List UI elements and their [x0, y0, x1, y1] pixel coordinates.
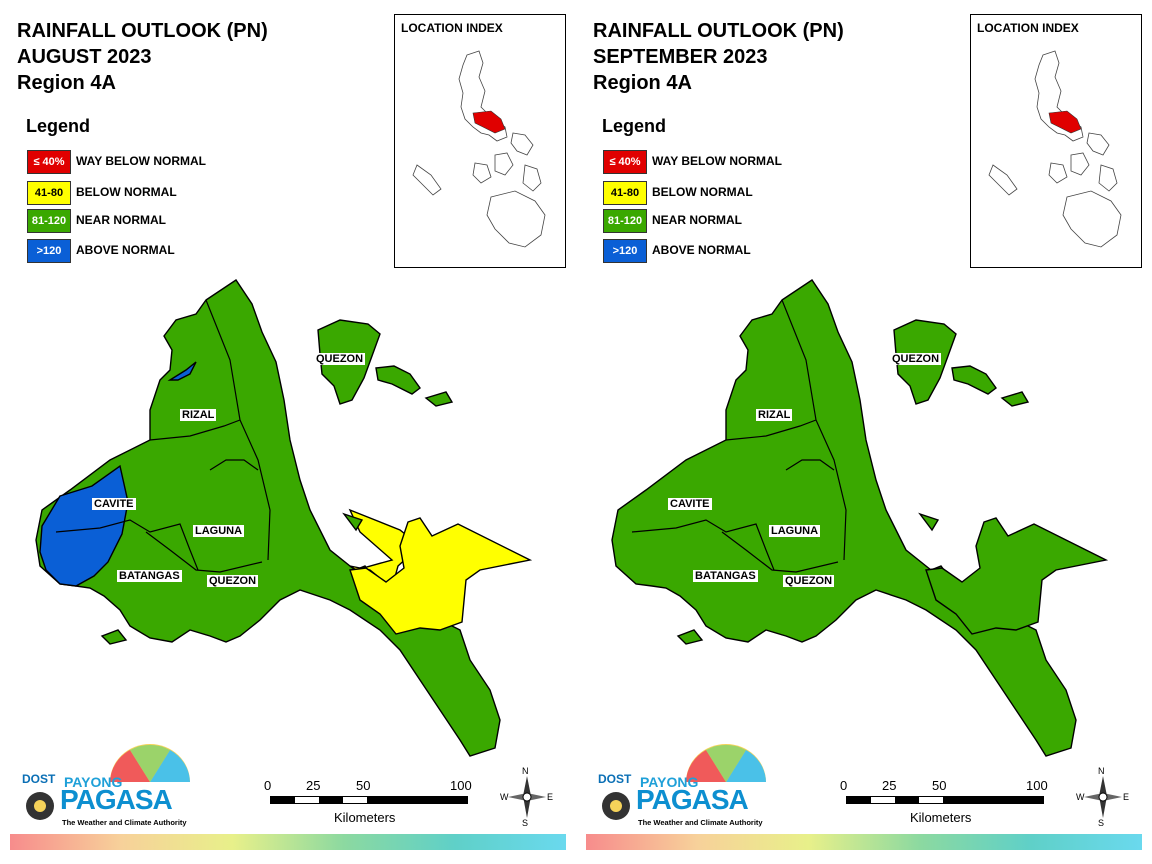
legend-swatch: 81-120 [603, 209, 647, 233]
legend-swatch: 81-120 [27, 209, 71, 233]
north-arrow-icon: N S E W [500, 766, 554, 828]
pagasa-text: PAGASA [636, 784, 749, 815]
legend-title: Legend [602, 116, 667, 136]
legend-title: Legend [26, 116, 91, 136]
legend-swatch: 41-80 [603, 181, 647, 205]
label-laguna: LAGUNA [769, 525, 821, 537]
pagasa-text: PAGASA [60, 784, 173, 815]
region-4a-highlight [472, 110, 506, 134]
legend-swatch: 41-80 [27, 181, 71, 205]
title-line-2: SEPTEMBER 2023 [593, 46, 768, 68]
scale-tick: 25 [306, 778, 321, 793]
pagasa-logo: DOST PAYONG PAGASA The Weather and Clima… [18, 742, 198, 832]
panel-august: RAINFALL OUTLOOK (PN) AUGUST 2023 Region… [10, 14, 566, 850]
label-rizal: RIZAL [756, 409, 793, 421]
umbrella-icon [26, 744, 190, 820]
legend-label: NEAR NORMAL [76, 213, 166, 227]
scale-tick: 0 [264, 778, 272, 793]
legend-label: NEAR NORMAL [652, 213, 742, 227]
legend-label: BELOW NORMAL [76, 185, 177, 199]
payong-text: PAYONG [640, 774, 699, 790]
label-laguna: LAGUNA [193, 525, 245, 537]
legend-swatch: >120 [603, 239, 647, 263]
label-batangas: BATANGAS [693, 570, 758, 582]
scale-bar-graphic [846, 796, 1044, 804]
scale-tick: 50 [932, 778, 947, 793]
rainfall-map-september [611, 279, 1109, 757]
region-near-normal [35, 279, 501, 757]
region-below-normal [349, 517, 533, 635]
legend-label: WAY BELOW NORMAL [652, 154, 783, 168]
panel-september: RAINFALL OUTLOOK (PN) SEPTEMBER 2023 Reg… [576, 0, 1152, 864]
region-near-normal [611, 279, 1077, 757]
legend-label: ABOVE NORMAL [652, 243, 751, 257]
scale-unit: Kilometers [334, 810, 396, 825]
title-line-1: RAINFALL OUTLOOK (PN) [17, 20, 268, 42]
location-index-map: LOCATION INDEX [394, 14, 566, 268]
map-title: RAINFALL OUTLOOK (PN) SEPTEMBER 2023 Reg… [593, 18, 844, 96]
label-cavite: CAVITE [92, 498, 136, 510]
map-title: RAINFALL OUTLOOK (PN) AUGUST 2023 Region… [17, 18, 268, 96]
scale-tick: 0 [840, 778, 848, 793]
legend-label: ABOVE NORMAL [76, 243, 175, 257]
label-rizal: RIZAL [180, 409, 217, 421]
label-quezon-north: QUEZON [314, 353, 366, 365]
title-line-3: Region 4A [593, 72, 692, 94]
region-4a-highlight [1048, 110, 1082, 134]
dost-text: DOST [598, 772, 632, 786]
legend-label: WAY BELOW NORMAL [76, 154, 207, 168]
footer-gradient [10, 834, 566, 850]
scale-tick: 50 [356, 778, 371, 793]
philippines-outline [988, 50, 1122, 248]
title-line-1: RAINFALL OUTLOOK (PN) [593, 20, 844, 42]
legend-label: BELOW NORMAL [652, 185, 753, 199]
umbrella-icon [602, 744, 766, 820]
region-above-normal [39, 464, 129, 587]
scale-bar: 0 25 50 100 Kilometers [838, 778, 1053, 828]
title-line-3: Region 4A [17, 72, 116, 94]
legend-swatch: ≤ 40% [27, 150, 71, 174]
scale-bar-graphic [270, 796, 468, 804]
location-index-title: LOCATION INDEX [401, 21, 503, 35]
location-index-title: LOCATION INDEX [977, 21, 1079, 35]
legend-swatch: ≤ 40% [603, 150, 647, 174]
label-quezon-south: QUEZON [783, 575, 835, 587]
north-arrow-icon: N S E W [1076, 766, 1130, 828]
dost-text: DOST [22, 772, 56, 786]
tagline-text: The Weather and Climate Authority [638, 818, 763, 827]
rainfall-map-august [35, 279, 533, 757]
title-line-2: AUGUST 2023 [17, 46, 152, 68]
region-above-normal [167, 361, 197, 381]
scale-tick: 100 [1026, 778, 1048, 793]
label-cavite: CAVITE [668, 498, 712, 510]
scale-bar: 0 25 50 100 Kilometers [262, 778, 477, 828]
location-index-map: LOCATION INDEX [970, 14, 1142, 268]
label-batangas: BATANGAS [117, 570, 182, 582]
scale-unit: Kilometers [910, 810, 972, 825]
footer-gradient [586, 834, 1142, 850]
scale-tick: 100 [450, 778, 472, 793]
tagline-text: The Weather and Climate Authority [62, 818, 187, 827]
label-quezon-south: QUEZON [207, 575, 259, 587]
pagasa-logo: DOST PAYONG PAGASA The Weather and Clima… [594, 742, 774, 832]
scale-tick: 25 [882, 778, 897, 793]
label-quezon-north: QUEZON [890, 353, 942, 365]
payong-text: PAYONG [64, 774, 123, 790]
philippines-outline [412, 50, 546, 248]
legend-swatch: >120 [27, 239, 71, 263]
